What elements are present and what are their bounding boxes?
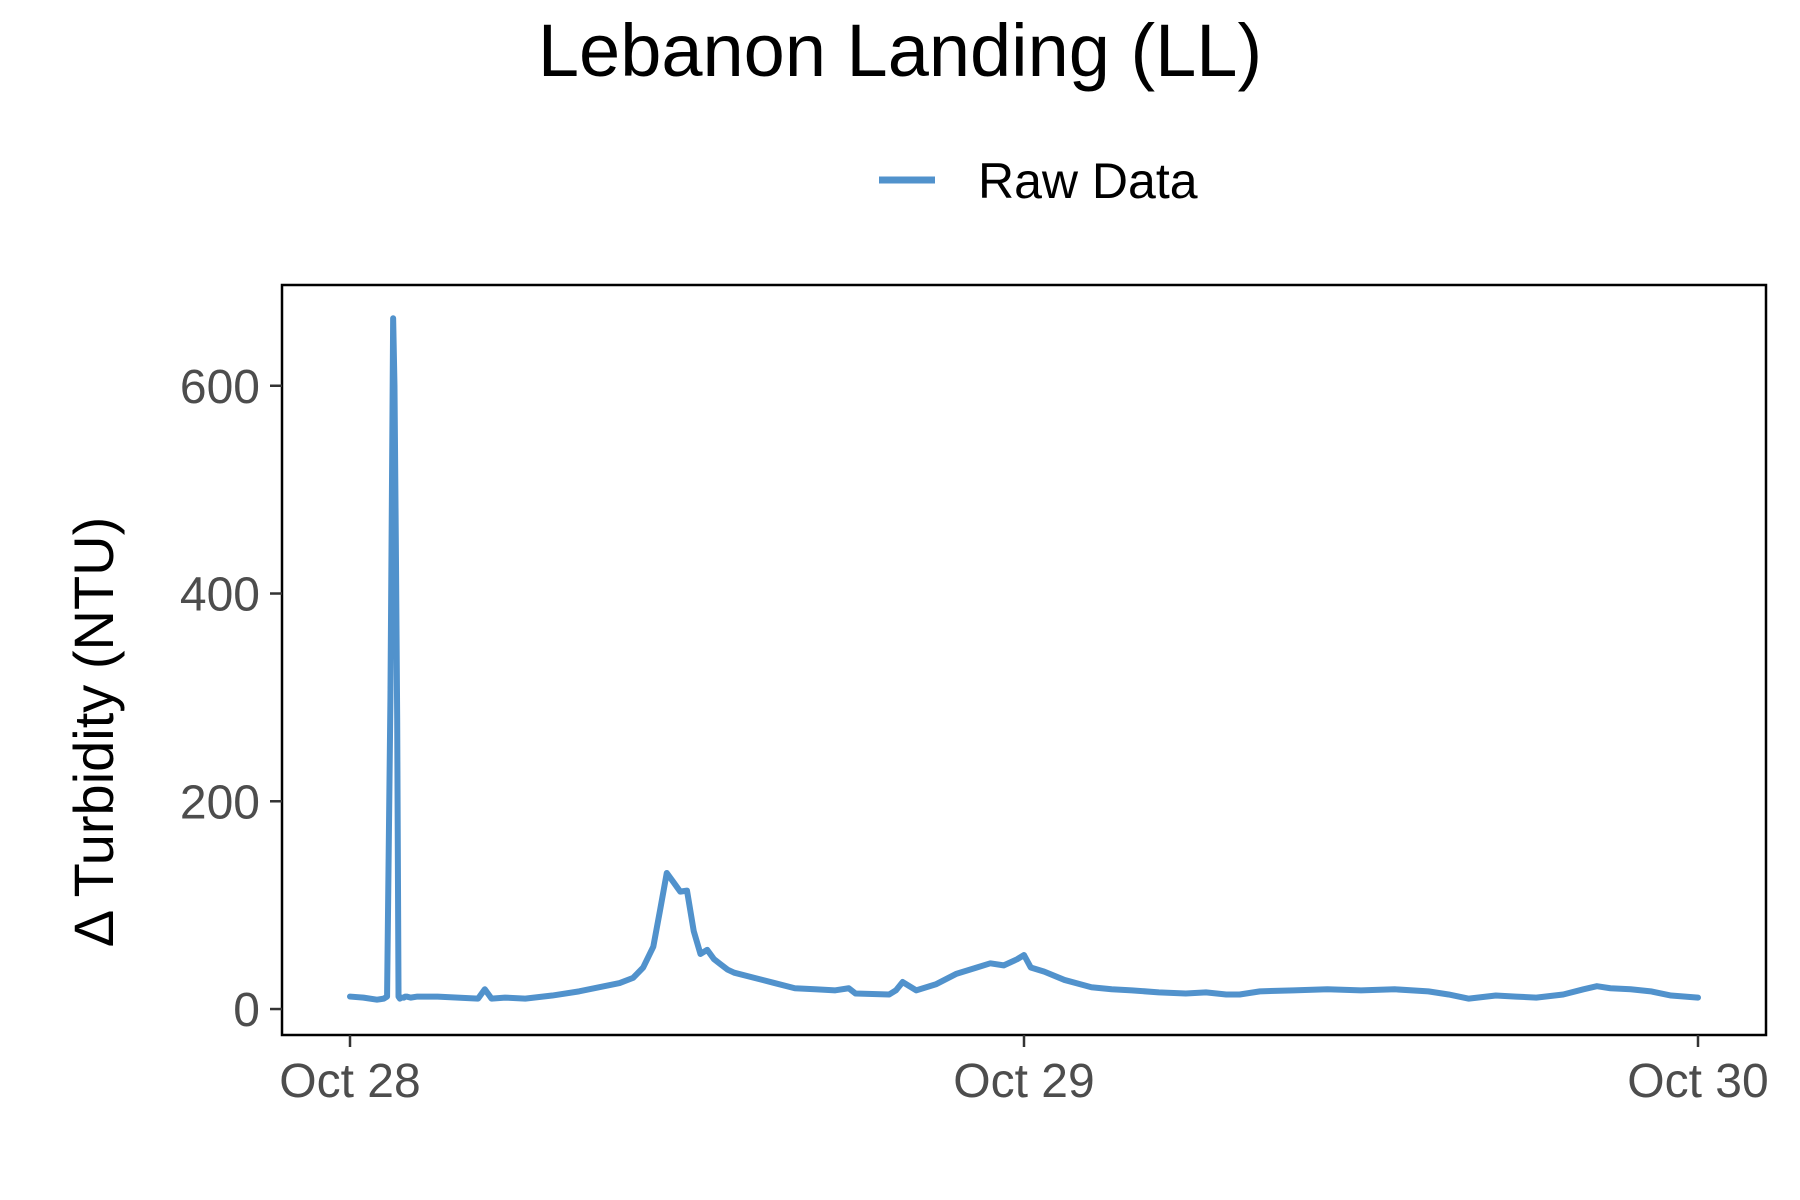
y-tick-label-600: 600 [180, 361, 260, 414]
series-line-raw-data [347, 315, 1701, 1003]
x-axis: Oct 28 Oct 29 Oct 30 [279, 1035, 1769, 1108]
y-axis-label: Δ Turbidity (NTU) [62, 517, 125, 947]
legend: Raw Data [879, 153, 1198, 209]
legend-label-raw-data: Raw Data [978, 153, 1198, 209]
plot-panel-border [280, 283, 1768, 1037]
chart-title: Lebanon Landing (LL) [538, 9, 1262, 92]
x-tick-label-1: Oct 29 [953, 1055, 1094, 1108]
y-tick-label-0: 0 [233, 984, 260, 1037]
x-tick-label-2: Oct 30 [1627, 1055, 1768, 1108]
y-axis: 0 200 400 600 [180, 361, 282, 1037]
y-tick-label-400: 400 [180, 569, 260, 622]
series-layer [347, 315, 1701, 1003]
x-tick-label-0: Oct 28 [279, 1055, 420, 1108]
y-tick-label-200: 200 [180, 776, 260, 829]
